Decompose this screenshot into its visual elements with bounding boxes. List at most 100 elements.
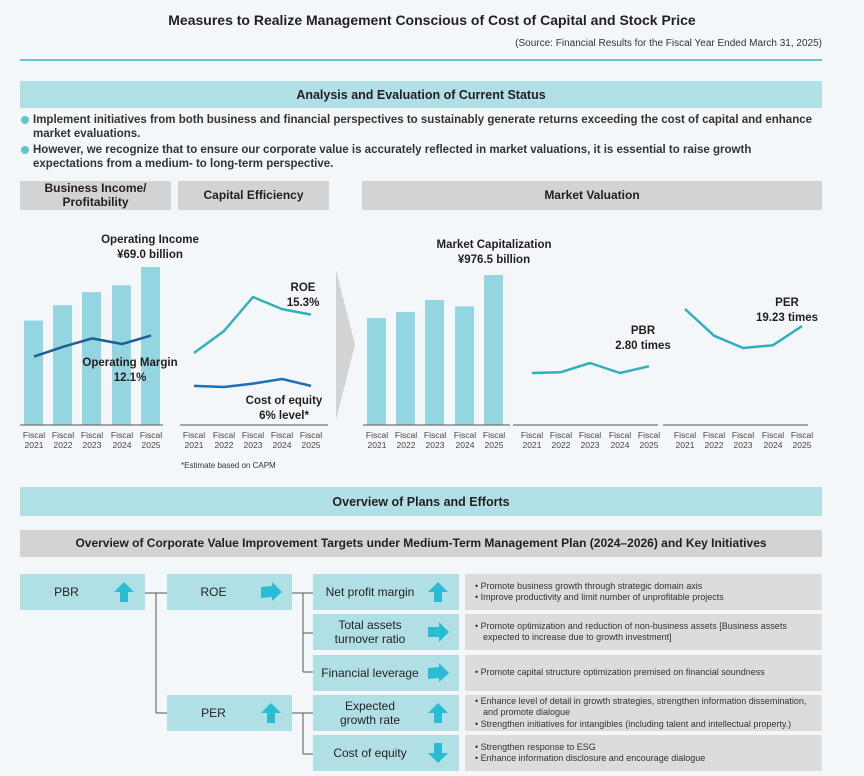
- source-note: (Source: Financial Results for the Fisca…: [515, 38, 822, 49]
- chart5-tick: 2025: [793, 440, 812, 450]
- chart3-tick: Fiscal: [424, 430, 446, 440]
- chart2-tick: Fiscal: [213, 430, 235, 440]
- node-label: Net profit margin: [325, 584, 415, 599]
- chart1-tick: Fiscal: [52, 430, 74, 440]
- chart4-tick: Fiscal: [638, 430, 660, 440]
- chart1-tick: 2021: [25, 440, 44, 450]
- chart5-tick: Fiscal: [791, 430, 813, 440]
- cost-of-equity-line: [193, 377, 312, 389]
- chart4-tick: 2022: [552, 440, 571, 450]
- chart3-tick: 2022: [397, 440, 416, 450]
- capm-footnote: *Estimate based on CAPM: [181, 461, 276, 470]
- node-per: PER: [167, 695, 292, 731]
- market-cap-bar: [425, 299, 444, 425]
- node-label: Financial leverage: [321, 665, 419, 680]
- arrow-down-icon: [428, 743, 448, 763]
- chart2-tick: 2023: [244, 440, 263, 450]
- chart2-tick: Fiscal: [271, 430, 293, 440]
- operating-income-bar: [24, 320, 43, 425]
- plans-band: Overview of Plans and Efforts: [20, 487, 822, 516]
- per-label: PER: [775, 297, 799, 309]
- analysis-bullet: Implement initiatives from both business…: [20, 113, 820, 141]
- chart3-tick: Fiscal: [395, 430, 417, 440]
- operating-income-bar: [112, 285, 131, 425]
- market-cap-bar: [396, 311, 415, 425]
- initiative-item: • Promote optimization and reduction of …: [475, 620, 787, 643]
- node-total-assets-turnover: Total assets turnover ratio: [313, 614, 459, 650]
- chart2-tick: 2025: [302, 440, 321, 450]
- arrow-right-icon: [428, 622, 449, 642]
- market-cap-bar: [484, 275, 503, 425]
- chart1-tick: 2023: [83, 440, 102, 450]
- chart3-tick: Fiscal: [454, 430, 476, 440]
- operating-margin-label: 12.1%: [114, 372, 147, 384]
- node-label: Cost of equity: [333, 745, 407, 760]
- chart2-tick: 2024: [273, 440, 292, 450]
- node-label: Expected growth rate: [339, 698, 401, 727]
- market-cap-label: Market Capitalization: [436, 239, 551, 251]
- cost-of-equity-label: 6% level*: [259, 410, 309, 422]
- initiatives-financial-leverage: • Promote capital structure optimization…: [465, 655, 822, 691]
- cost-of-equity-label: Cost of equity: [246, 395, 323, 407]
- chart2-tick: 2021: [185, 440, 204, 450]
- chart5-tick: Fiscal: [732, 430, 754, 440]
- chart5-tick: 2024: [764, 440, 783, 450]
- arrow-up-icon: [428, 703, 448, 723]
- analysis-bullets: Implement initiatives from both business…: [20, 113, 820, 173]
- node-financial-leverage: Financial leverage: [313, 655, 459, 691]
- node-cost-of-equity: Cost of equity: [313, 735, 459, 771]
- chart4-tick: 2023: [581, 440, 600, 450]
- chart2-tick: 2022: [215, 440, 234, 450]
- flow-arrow-chevron: [336, 270, 355, 420]
- chart4-tick: 2021: [523, 440, 542, 450]
- node-roe: ROE: [167, 574, 292, 610]
- node-label: Total assets turnover ratio: [334, 617, 406, 646]
- chart3-tick: 2024: [456, 440, 475, 450]
- per-label: 19.23 times: [756, 312, 818, 324]
- chart1-tick: Fiscal: [140, 430, 162, 440]
- arrow-right-icon: [428, 663, 449, 682]
- chart1-tick: 2024: [113, 440, 132, 450]
- chart1-tick: 2022: [54, 440, 73, 450]
- chart5-tick: Fiscal: [703, 430, 725, 440]
- initiative-item: • Strengthen response to ESG: [475, 741, 596, 752]
- tree-connectors: [145, 592, 313, 755]
- initiatives-cost-of-equity: • Strengthen response to ESG • Enhance i…: [465, 735, 822, 771]
- chart5-tick: 2021: [676, 440, 695, 450]
- chart3-tick: Fiscal: [366, 430, 388, 440]
- chart4-tick: 2025: [640, 440, 659, 450]
- pbr-line: [531, 361, 650, 375]
- node-net-profit-margin: Net profit margin: [313, 574, 459, 610]
- market-cap-label: ¥976.5 billion: [458, 254, 530, 266]
- chart3-tick: Fiscal: [483, 430, 505, 440]
- pbr-label: 2.80 times: [615, 340, 671, 352]
- node-label: ROE: [200, 584, 227, 599]
- plans-subband: Overview of Corporate Value Improvement …: [20, 530, 822, 557]
- initiative-item: • Strengthen initiatives for intangibles…: [475, 718, 792, 729]
- pbr-label: PBR: [631, 325, 656, 337]
- initiative-item: • Improve productivity and limit number …: [475, 592, 724, 602]
- operating-income-bar: [82, 292, 101, 425]
- chart3-tick: 2025: [485, 440, 504, 450]
- chart4-tick: Fiscal: [521, 430, 543, 440]
- initiative-item: • Enhance information disclosure and enc…: [475, 753, 706, 763]
- operating-margin-line: [33, 334, 152, 358]
- per-line: [684, 308, 803, 350]
- chart2-tick: Fiscal: [183, 430, 205, 440]
- market-cap-bar: [455, 306, 474, 425]
- operating-income-bar: [53, 305, 72, 425]
- operating-income-bar: [141, 267, 160, 425]
- initiatives-net-profit-margin: • Promote business growth through strate…: [465, 574, 822, 610]
- initiative-item: • Promote business growth through strate…: [475, 580, 703, 591]
- node-pbr: PBR: [20, 574, 145, 610]
- chart1-tick: Fiscal: [23, 430, 45, 440]
- arrow-up-icon: [114, 582, 134, 602]
- roe-label: ROE: [291, 282, 316, 294]
- chart3-tick: 2021: [368, 440, 387, 450]
- chart1-tick: 2025: [142, 440, 161, 450]
- chart4-tick: Fiscal: [609, 430, 631, 440]
- operating-income-label: ¥69.0 billion: [117, 249, 183, 261]
- arrow-right-icon: [261, 582, 282, 601]
- chart2-tick: Fiscal: [242, 430, 264, 440]
- initiatives-expected-growth-rate: • Enhance level of detail in growth stra…: [465, 695, 822, 731]
